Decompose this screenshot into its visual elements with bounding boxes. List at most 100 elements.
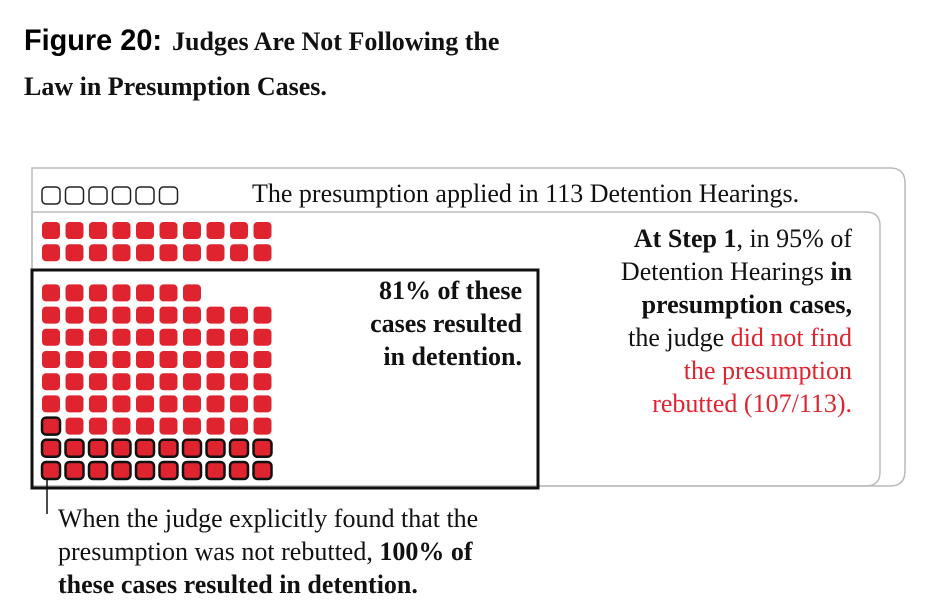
note-text: the judge bbox=[628, 323, 731, 352]
inner-frame bbox=[31, 211, 881, 487]
waffle-square bbox=[183, 222, 201, 239]
waffle-square bbox=[253, 244, 272, 262]
waffle-square bbox=[42, 306, 60, 324]
waffle-square bbox=[42, 373, 60, 391]
waffle-square bbox=[65, 351, 84, 368]
waffle-square bbox=[136, 328, 154, 346]
waffle-square bbox=[205, 460, 226, 481]
waffle-square bbox=[64, 460, 85, 481]
waffle-square bbox=[205, 438, 226, 459]
waffle-square bbox=[206, 417, 225, 435]
waffle-square bbox=[112, 328, 131, 346]
waffle-square bbox=[206, 373, 225, 391]
waffle-square bbox=[159, 306, 178, 324]
waffle-square bbox=[42, 351, 60, 368]
waffle-square bbox=[253, 328, 272, 346]
waffle-square bbox=[88, 186, 108, 205]
waffle-square bbox=[136, 244, 154, 262]
waffle-square bbox=[230, 373, 248, 391]
title-line: Judges Are Not Following the bbox=[172, 27, 499, 56]
waffle-square bbox=[65, 244, 84, 262]
note-text: in bbox=[830, 257, 852, 286]
waffle-square bbox=[136, 284, 154, 302]
waffle-square bbox=[253, 417, 272, 435]
waffle-square bbox=[230, 417, 248, 435]
note-line: presumption cases, bbox=[642, 290, 852, 319]
waffle-square bbox=[40, 460, 62, 481]
note-line: cases resulted bbox=[370, 309, 522, 338]
waffle-square bbox=[112, 244, 131, 262]
waffle-square bbox=[42, 395, 60, 413]
waffle-square bbox=[89, 306, 107, 324]
waffle-square bbox=[206, 306, 225, 324]
waffle-square bbox=[252, 438, 273, 459]
waffle-square bbox=[111, 438, 132, 459]
waffle-square bbox=[159, 328, 178, 346]
waffle-square bbox=[42, 222, 60, 239]
waffle-square bbox=[40, 438, 62, 459]
waffle-square bbox=[253, 222, 272, 239]
legend-note: The presumption applied in 113 Detention… bbox=[252, 179, 799, 208]
waffle-square bbox=[65, 306, 84, 324]
waffle-square bbox=[112, 306, 131, 324]
waffle-square bbox=[230, 395, 248, 413]
waffle-square bbox=[136, 306, 154, 324]
waffle-square bbox=[228, 460, 250, 481]
waffle-square bbox=[41, 186, 61, 205]
waffle-square bbox=[136, 395, 154, 413]
waffle-square bbox=[136, 351, 154, 368]
waffle-square bbox=[89, 417, 107, 435]
waffle-square bbox=[42, 328, 60, 346]
waffle-square bbox=[183, 306, 201, 324]
outer-frame bbox=[31, 167, 906, 487]
waffle-square bbox=[158, 438, 179, 459]
waffle-square bbox=[112, 284, 131, 302]
footnote-line: these cases resulted in detention. bbox=[58, 570, 418, 599]
waffle-square bbox=[230, 328, 248, 346]
title-line: Law in Presumption Cases. bbox=[24, 72, 327, 101]
note-line: in detention. bbox=[383, 342, 522, 371]
waffle bbox=[40, 186, 273, 481]
note-text: did not find bbox=[731, 323, 852, 352]
waffle-square bbox=[65, 417, 84, 435]
waffle-square bbox=[253, 395, 272, 413]
waffle-square bbox=[253, 306, 272, 324]
waffle-square bbox=[65, 395, 84, 413]
waffle-square bbox=[112, 222, 131, 239]
waffle-square bbox=[89, 351, 107, 368]
waffle-square bbox=[136, 373, 154, 391]
footnote-text: presumption was not rebutted, bbox=[58, 537, 379, 566]
waffle-square bbox=[89, 373, 107, 391]
waffle-square bbox=[183, 351, 201, 368]
waffle-square bbox=[159, 222, 178, 239]
waffle-square bbox=[158, 186, 179, 205]
waffle-square bbox=[181, 438, 203, 459]
waffle-square bbox=[159, 395, 178, 413]
box-note: 81% of these cases resulted in detention… bbox=[370, 276, 522, 371]
footnote-line: presumption was not rebutted, 100% of bbox=[58, 537, 473, 566]
waffle-square bbox=[230, 306, 248, 324]
waffle-square bbox=[65, 222, 84, 239]
detention-box bbox=[30, 268, 540, 490]
waffle-square bbox=[159, 284, 178, 302]
waffle-square bbox=[183, 328, 201, 346]
waffle-square bbox=[159, 417, 178, 435]
waffle-square bbox=[183, 395, 201, 413]
waffle-square bbox=[89, 244, 107, 262]
waffle-square bbox=[89, 222, 107, 239]
waffle-square bbox=[89, 395, 107, 413]
note-text: At Step 1 bbox=[634, 224, 737, 253]
note-line: the judge did not find bbox=[628, 323, 852, 352]
waffle-square bbox=[134, 460, 156, 481]
waffle-square bbox=[134, 438, 156, 459]
waffle-square bbox=[65, 328, 84, 346]
waffle-square bbox=[87, 438, 109, 459]
note-line: Detention Hearings in bbox=[621, 257, 853, 286]
waffle-square bbox=[40, 416, 62, 436]
waffle-square bbox=[183, 373, 201, 391]
note-line: At Step 1, in 95% of bbox=[634, 224, 852, 253]
waffle-square bbox=[64, 186, 85, 205]
waffle-square bbox=[183, 417, 201, 435]
note-line: rebutted (107/113). bbox=[652, 389, 852, 418]
